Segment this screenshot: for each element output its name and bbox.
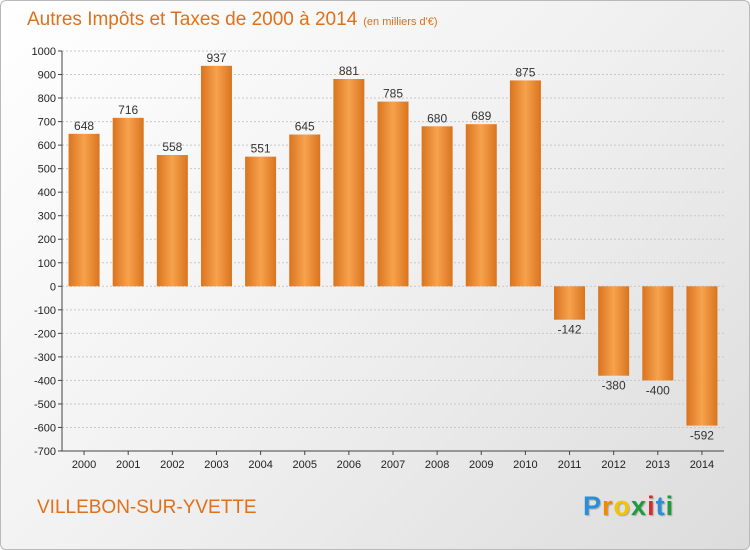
bar [421,126,453,287]
bar-value-label: 785 [383,87,403,101]
bar [333,79,365,287]
bar [156,155,188,287]
bar [68,133,100,287]
bar-value-label: -142 [558,323,582,337]
x-tick-label: 2011 [558,459,582,471]
bar-value-label: -592 [690,429,714,443]
y-tick-label: 100 [38,258,56,270]
x-tick-label: 2006 [337,459,361,471]
logo-letter: x [631,491,648,521]
x-tick-label: 2010 [513,459,537,471]
y-tick-label: 800 [38,93,56,105]
logo-letter: t [655,491,666,521]
logo-letter: P [583,491,603,521]
bar [509,80,541,287]
bar [465,124,497,287]
logo-letter: i [647,491,656,521]
logo-letter: i [665,491,675,521]
bar [598,286,630,376]
y-tick-label: 700 [38,117,56,129]
bar-value-label: 558 [162,140,182,154]
x-tick-label: 2000 [72,459,96,471]
x-tick-label: 2001 [116,459,140,471]
y-tick-label: 500 [38,164,56,176]
bar-value-label: 645 [295,120,315,134]
x-tick-label: 2013 [646,459,670,471]
city-name: VILLEBON-SUR-YVETTE [37,497,257,518]
x-tick-label: 2002 [160,459,184,471]
bar [245,156,277,287]
y-tick-label: 0 [50,281,56,293]
bar [200,65,232,287]
y-tick-label: -500 [34,399,56,411]
bar [112,117,144,287]
bar-value-label: 689 [471,109,491,123]
logo-letter: o [613,491,632,521]
y-tick-label: -600 [34,422,56,434]
y-tick-label: 600 [38,140,56,152]
bar [377,101,409,287]
x-tick-label: 2009 [469,459,493,471]
proxiti-logo: Proxiti [583,491,674,522]
bar-value-label: 881 [339,64,359,78]
chart-title: Autres Impôts et Taxes de 2000 à 2014 (en… [27,9,438,31]
y-tick-label: -200 [34,328,56,340]
y-tick-label: -300 [34,352,56,364]
bar [686,286,718,426]
y-tick-label: -100 [34,305,56,317]
x-tick-label: 2007 [381,459,405,471]
chart-unit: (en milliers d'€) [363,16,438,28]
y-tick-label: 1000 [32,46,56,58]
y-tick-label: 200 [38,234,56,246]
bar-value-label: 716 [118,103,138,117]
x-tick-label: 2014 [690,459,714,471]
y-tick-label: 900 [38,70,56,82]
logo-letter: r [602,491,614,521]
bar-value-label: 648 [74,119,94,133]
x-tick-label: 2005 [292,459,316,471]
x-tick-label: 2003 [204,459,228,471]
chart-title-text: Autres Impôts et Taxes de 2000 à 2014 [27,9,358,30]
y-tick-label: 300 [38,211,56,223]
bar-value-label: -380 [602,379,626,393]
x-tick-label: 2012 [601,459,625,471]
bar-value-label: -400 [646,383,670,397]
x-tick-label: 2004 [248,459,272,471]
bar-value-label: 680 [427,111,447,125]
bar-value-label: 875 [515,65,535,79]
bar [642,286,674,381]
bar-value-label: 551 [251,142,271,156]
bar [289,134,321,287]
bar [554,286,586,320]
x-tick-label: 2008 [425,459,449,471]
y-tick-label: 400 [38,187,56,199]
y-tick-label: -400 [34,375,56,387]
y-tick-label: -700 [34,446,56,458]
bar-value-label: 937 [206,51,226,65]
